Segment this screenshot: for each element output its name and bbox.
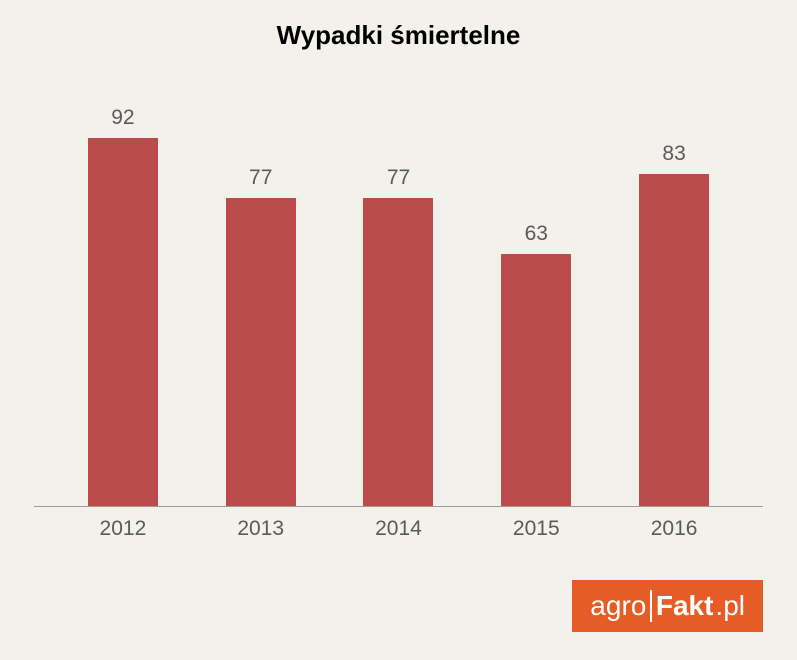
logo-pl: .pl (715, 590, 745, 622)
bar-value-label: 77 (249, 166, 272, 190)
bar-value-label: 77 (387, 166, 410, 190)
bar-value-label: 63 (525, 222, 548, 246)
chart-plot-area: 92 77 77 63 83 (34, 77, 763, 507)
x-axis-label: 2012 (54, 517, 192, 541)
x-axis-label: 2013 (192, 517, 330, 541)
bar (501, 254, 571, 506)
bar-slot: 63 (467, 77, 605, 506)
logo-agro: agro (590, 590, 646, 622)
chart-title: Wypadki śmiertelne (34, 20, 763, 51)
bar-slot: 92 (54, 77, 192, 506)
bar (226, 198, 296, 506)
brand-logo: agro Fakt .pl (572, 580, 763, 632)
x-axis-label: 2015 (467, 517, 605, 541)
chart-container: Wypadki śmiertelne 92 77 77 63 83 (34, 20, 763, 541)
x-axis-label: 2016 (605, 517, 743, 541)
bar (639, 174, 709, 506)
bar-slot: 77 (192, 77, 330, 506)
bar (363, 198, 433, 506)
x-axis-label: 2014 (330, 517, 468, 541)
bar-value-label: 92 (111, 106, 134, 130)
chart-x-axis: 2012 2013 2014 2015 2016 (34, 507, 763, 541)
bar-value-label: 83 (662, 142, 685, 166)
logo-separator (650, 590, 652, 622)
logo-fakt: Fakt (656, 590, 714, 622)
bar (88, 138, 158, 506)
chart-bars: 92 77 77 63 83 (34, 77, 763, 506)
bar-slot: 77 (330, 77, 468, 506)
bar-slot: 83 (605, 77, 743, 506)
